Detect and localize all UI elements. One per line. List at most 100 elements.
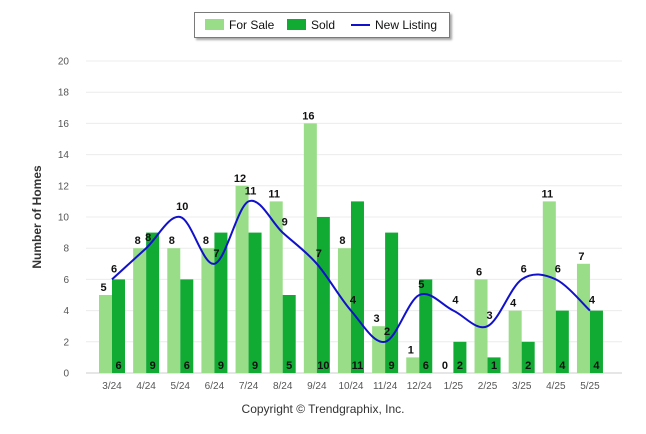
bar-for-sale — [508, 310, 522, 373]
x-tick-label: 6/24 — [205, 381, 225, 392]
bar-for-sale — [303, 123, 317, 374]
bar-for-sale — [406, 357, 420, 373]
x-tick-label: 5/25 — [580, 381, 600, 392]
new-listing-line-layer — [111, 199, 591, 343]
bar-for-sale — [542, 201, 556, 373]
bar-sold — [146, 232, 160, 373]
for-sale-value-label: 8 — [339, 235, 345, 247]
bars — [99, 123, 603, 374]
bar-for-sale — [99, 295, 112, 373]
x-tick-label: 11/24 — [373, 381, 398, 392]
new-listing-value-label: 4 — [452, 295, 459, 307]
bar-sold — [350, 201, 364, 373]
for-sale-value-label: 7 — [578, 251, 584, 263]
sold-value-label: 9 — [389, 360, 395, 372]
new-listing-swatch — [351, 24, 370, 26]
y-tick-label: 6 — [63, 275, 69, 286]
new-listing-value-label: 9 — [282, 217, 288, 229]
bar-sold — [589, 310, 603, 373]
sold-value-label: 5 — [286, 360, 292, 372]
new-listing-value-label: 6 — [521, 263, 527, 275]
new-listing-line — [111, 199, 591, 343]
new-listing-value-label: 6 — [555, 263, 561, 275]
x-tick-label: 9/24 — [307, 381, 327, 392]
x-tick-label: 2/25 — [478, 381, 498, 392]
new-listing-value-label: 4 — [589, 295, 596, 307]
bar-for-sale — [167, 248, 181, 373]
bar-for-sale — [576, 263, 590, 373]
y-axis-title: Number of Homes — [30, 165, 44, 269]
for-sale-value-label: 16 — [302, 110, 314, 122]
bar-sold — [555, 310, 569, 373]
x-tick-label: 3/24 — [102, 381, 122, 392]
bar-for-sale — [133, 248, 147, 373]
sold-swatch — [287, 19, 306, 30]
x-axis-ticks: 3/24 4/24 5/24 6/24 7/24 8/24 9/24 10/24 11/24 12… — [102, 381, 600, 392]
for-sale-value-label: 8 — [135, 235, 141, 247]
x-tick-label: 4/25 — [546, 381, 566, 392]
sold-value-label: 4 — [559, 360, 566, 372]
bar-sold — [112, 279, 125, 373]
legend-label-for-sale: For Sale — [229, 18, 275, 32]
for-sale-value-label: 0 — [442, 360, 448, 372]
x-tick-label: 8/24 — [273, 381, 293, 392]
bar-for-sale — [201, 248, 215, 373]
sold-value-label: 9 — [252, 360, 258, 372]
new-listing-value-label: 7 — [316, 248, 322, 260]
for-sale-value-label: 4 — [510, 298, 517, 310]
y-axis-ticks: 0 2 4 6 8 10 12 14 16 18 20 — [58, 57, 70, 380]
y-tick-label: 10 — [58, 213, 70, 224]
sold-value-label: 2 — [457, 360, 463, 372]
y-tick-label: 14 — [58, 150, 70, 161]
sold-value-label: 11 — [352, 360, 364, 372]
for-sale-value-label: 11 — [541, 188, 553, 200]
y-tick-label: 16 — [58, 119, 70, 130]
new-listing-value-label: 3 — [486, 310, 492, 322]
y-tick-label: 12 — [58, 181, 70, 192]
bar-sold — [521, 341, 535, 373]
legend: For Sale Sold New Listing — [194, 12, 450, 38]
x-tick-label: 5/24 — [171, 381, 191, 392]
for-sale-value-label: 8 — [169, 235, 175, 247]
bar-sold — [214, 232, 228, 373]
bar-sold — [385, 232, 399, 373]
for-sale-value-label: 8 — [203, 235, 209, 247]
x-tick-label: 12/24 — [407, 381, 432, 392]
new-listing-value-label: 4 — [350, 295, 357, 307]
bar-sold — [453, 341, 467, 373]
bar-sold — [316, 217, 330, 373]
bar-sold — [248, 232, 262, 373]
x-tick-label: 10/24 — [338, 381, 363, 392]
legend-label-new-listing: New Listing — [375, 18, 438, 32]
bar-sold — [419, 279, 433, 373]
x-tick-label: 7/24 — [239, 381, 259, 392]
sold-value-label: 2 — [525, 360, 531, 372]
bar-sold — [487, 357, 501, 373]
sold-value-label: 6 — [115, 360, 121, 372]
sold-value-label: 9 — [218, 360, 224, 372]
for-sale-value-label: 6 — [476, 266, 482, 278]
bar-for-sale — [269, 201, 283, 373]
new-listing-value-label: 6 — [111, 263, 117, 275]
y-tick-label: 0 — [63, 369, 69, 380]
y-tick-label: 4 — [63, 306, 69, 317]
legend-item-new-listing: New Listing — [351, 18, 437, 32]
bar-for-sale — [337, 248, 351, 373]
y-tick-label: 18 — [58, 88, 70, 99]
sold-value-label: 6 — [423, 360, 429, 372]
bar-sold — [180, 279, 194, 373]
new-listing-value-label: 8 — [145, 232, 151, 244]
new-listing-value-label: 5 — [418, 279, 424, 291]
for-sale-value-label: 12 — [234, 173, 246, 185]
for-sale-value-label: 1 — [408, 344, 414, 356]
y-tick-label: 2 — [63, 337, 69, 348]
new-listing-value-label: 2 — [384, 326, 390, 338]
legend-item-sold: Sold — [287, 18, 335, 32]
sold-value-label: 1 — [491, 360, 497, 372]
sold-value-label: 4 — [593, 360, 600, 372]
x-tick-label: 1/25 — [444, 381, 464, 392]
new-listing-value-label: 10 — [176, 201, 188, 213]
sold-value-label: 10 — [317, 360, 329, 372]
